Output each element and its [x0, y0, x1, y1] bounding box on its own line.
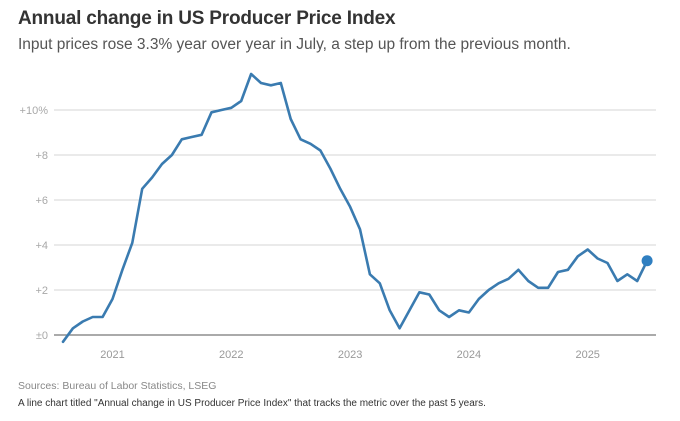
x-tick-label: 2024: [457, 349, 481, 361]
source-note: Sources: Bureau of Labor Statistics, LSE…: [18, 380, 217, 392]
series-line: [61, 72, 649, 344]
y-tick-label: ±0: [36, 330, 48, 342]
chart-title: Annual change in US Producer Price Index: [18, 8, 396, 29]
y-tick-label: +6: [35, 195, 48, 207]
y-tick-label: +8: [35, 150, 48, 162]
x-tick-label: 2021: [100, 349, 124, 361]
x-tick-label: 2022: [219, 349, 243, 361]
y-tick-label: +4: [35, 240, 48, 252]
latest-value-marker: [641, 255, 653, 267]
chart-description: A line chart titled "Annual change in US…: [18, 398, 486, 409]
x-tick-label: 2023: [338, 349, 362, 361]
chart-subtitle: Input prices rose 3.3% year over year in…: [18, 36, 571, 53]
series-layer: [61, 72, 653, 344]
y-axis-ticks: ±0 +2 +4 +6 +8 +10%: [20, 105, 49, 342]
y-tick-label: +2: [35, 285, 48, 297]
x-tick-label: 2025: [575, 349, 599, 361]
y-tick-label: +10%: [20, 105, 49, 117]
gridlines: [54, 109, 656, 336]
x-axis-ticks: 2021 2022 2023 2024 2025: [100, 349, 600, 361]
